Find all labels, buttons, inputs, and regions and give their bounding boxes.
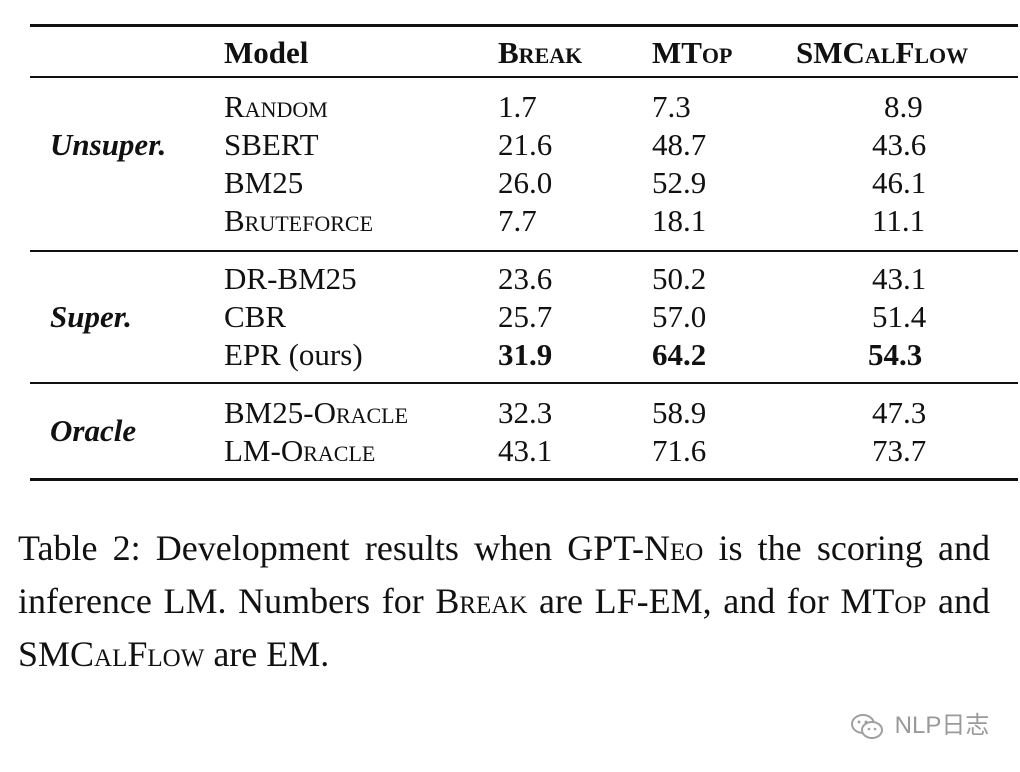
model-cell: CBR	[224, 299, 287, 334]
caption-text: are EM.	[204, 634, 330, 674]
model-cell: LM-Oracle	[224, 433, 376, 468]
watermark: NLP日志	[850, 710, 989, 742]
mtop-cell: 50.2	[652, 261, 707, 296]
smcalflow-cell: 8.9	[884, 89, 923, 124]
header-smcalflow: SMCalFlow	[796, 35, 969, 70]
model-cell: Random	[224, 89, 328, 124]
table-caption: Table 2: Development results when GPT-Ne…	[18, 522, 990, 681]
break-cell: 25.7	[498, 299, 553, 334]
mtop-cell: 58.9	[652, 395, 707, 430]
smcalflow-cell: 47.3	[872, 395, 927, 430]
table-header-rule	[30, 76, 1018, 78]
group-label-supervised: Super.	[50, 299, 132, 334]
smcalflow-cell: 43.6	[872, 127, 927, 162]
watermark-text: NLP日志	[894, 712, 990, 739]
mtop-cell: 18.1	[652, 203, 707, 238]
break-cell: 23.6	[498, 261, 553, 296]
model-cell: BM25	[224, 165, 304, 200]
model-cell: SBERT	[224, 127, 319, 162]
smcalflow-cell: 51.4	[872, 299, 927, 334]
break-cell: 21.6	[498, 127, 553, 162]
caption-smallcaps: op	[894, 581, 927, 621]
caption-text: are LF-EM, and for MT	[527, 581, 895, 621]
caption-text: F	[127, 634, 148, 674]
group-label-unsupervised: Unsuper.	[50, 127, 167, 162]
break-cell: 43.1	[498, 433, 553, 468]
smcalflow-cell-best: 54.3	[868, 337, 923, 372]
smcalflow-cell: 46.1	[872, 165, 927, 200]
mtop-cell: 52.9	[652, 165, 707, 200]
caption-text: Table 2: Development results when GPT-	[18, 528, 644, 568]
table-bottom-rule	[30, 478, 1018, 481]
break-cell: 26.0	[498, 165, 553, 200]
caption-text: and SMC	[18, 581, 990, 674]
break-cell-best: 31.9	[498, 337, 553, 372]
group-separator-rule	[30, 250, 1018, 252]
mtop-cell: 71.6	[652, 433, 707, 468]
model-cell: EPR (ours)	[224, 337, 363, 372]
mtop-cell: 48.7	[652, 127, 707, 162]
mtop-cell: 57.0	[652, 299, 707, 334]
table-top-rule	[30, 24, 1018, 27]
smcalflow-cell: 73.7	[872, 433, 927, 468]
break-cell: 7.7	[498, 203, 537, 238]
header-break: Break	[498, 35, 583, 70]
header-model: Model	[224, 35, 309, 70]
break-cell: 32.3	[498, 395, 553, 430]
model-cell: DR-BM25	[224, 261, 357, 296]
caption-smallcaps: al	[94, 634, 128, 674]
mtop-cell-best: 64.2	[652, 337, 707, 372]
wechat-icon	[850, 712, 895, 739]
caption-smallcaps: Break	[435, 581, 528, 621]
caption-smallcaps: Neo	[643, 528, 704, 568]
model-cell: Bruteforce	[224, 203, 374, 238]
caption-smallcaps: low	[147, 634, 205, 674]
model-cell: BM25-Oracle	[224, 395, 409, 430]
header-mtop: MTop	[652, 35, 733, 70]
break-cell: 1.7	[498, 89, 537, 124]
smcalflow-cell: 11.1	[872, 203, 926, 238]
caption-text: is the scoring and inference LM. Numbers…	[18, 528, 990, 621]
group-separator-rule	[30, 382, 1018, 384]
mtop-cell: 7.3	[652, 89, 691, 124]
smcalflow-cell: 43.1	[872, 261, 927, 296]
group-label-oracle: Oracle	[50, 413, 137, 448]
